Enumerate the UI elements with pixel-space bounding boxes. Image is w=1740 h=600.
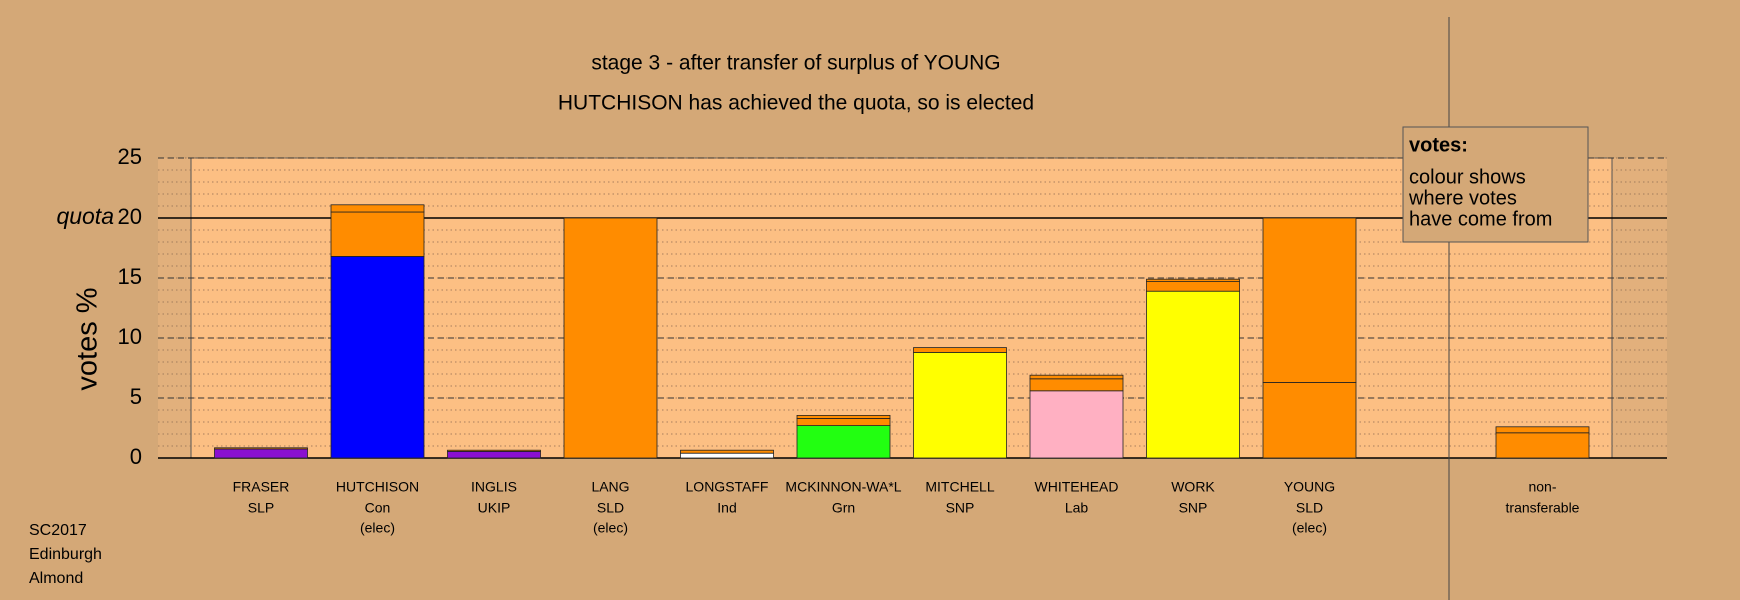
y-tick-label: 20: [118, 204, 142, 229]
x-tick-label: MCKINNON-WA*L: [785, 479, 901, 495]
x-tick-label: INGLIS: [471, 479, 517, 495]
legend-text: where votes: [1408, 187, 1517, 209]
bar-segment: [1495, 432, 1590, 459]
bar-segment: [214, 447, 308, 450]
party-label: UKIP: [478, 500, 511, 516]
x-tick-label: LONGSTAFF: [686, 479, 769, 495]
bar-segment: [563, 217, 658, 459]
bar-segment: [1029, 374, 1124, 380]
party-label: SNP: [946, 500, 975, 516]
legend-text: colour shows: [1409, 166, 1526, 188]
bar-segment: [1146, 290, 1240, 459]
x-tick-label: MITCHELL: [925, 479, 994, 495]
y-axis-label: votes %: [72, 287, 104, 390]
bar-segment: [330, 204, 425, 213]
x-tick-label: WHITEHEAD: [1035, 479, 1119, 495]
bar-segment: [796, 414, 891, 419]
bar-segment: [214, 448, 308, 459]
bar-segment: [680, 449, 774, 454]
party-label: SLD: [1296, 500, 1323, 516]
x-tick-label: WORK: [1171, 479, 1215, 495]
chart-title: stage 3 - after transfer of surplus of Y…: [591, 52, 1000, 75]
note-label: (elec): [593, 520, 628, 536]
x-tick-label: non-: [1528, 479, 1556, 495]
y-tick-label: 15: [118, 264, 142, 289]
plot-panel: [190, 157, 1613, 459]
y-tick-label: 10: [118, 324, 142, 349]
y-tick-label: 25: [118, 144, 142, 169]
footnote: Edinburgh: [29, 546, 102, 563]
bar-segment: [1262, 381, 1357, 459]
bar-segment: [1029, 390, 1124, 459]
quota-label: quota: [56, 203, 114, 229]
bar-segment: [1495, 426, 1590, 434]
legend-title: votes:: [1409, 134, 1468, 156]
bar-segment: [1029, 378, 1124, 392]
party-label: SLP: [248, 500, 274, 516]
legend-text: have come from: [1409, 208, 1552, 230]
footnote: Almond: [29, 570, 83, 587]
bar-segment: [1262, 217, 1357, 383]
x-tick-label: HUTCHISON: [336, 479, 419, 495]
bar-segment: [1146, 278, 1240, 283]
bar-segment: [447, 450, 541, 459]
bar-segment: [330, 211, 425, 257]
bar-segment: [913, 347, 1007, 353]
party-label: SNP: [1179, 500, 1208, 516]
party-label: SLD: [597, 500, 624, 516]
party-label: Lab: [1065, 500, 1089, 516]
x-tick-label: LANG: [591, 479, 629, 495]
bar-segment: [330, 255, 425, 459]
party-label: Con: [365, 500, 391, 516]
x-tick-label: YOUNG: [1284, 479, 1335, 495]
bar-segment: [796, 417, 891, 426]
party-label: Ind: [717, 500, 736, 516]
bar-segment: [680, 452, 774, 459]
note-label: (elec): [360, 520, 395, 536]
party-label: transferable: [1506, 500, 1580, 516]
y-tick-label: 5: [130, 384, 142, 409]
bar-segment: [447, 449, 541, 452]
x-tick-label: FRASER: [233, 479, 290, 495]
note-label: (elec): [1292, 520, 1327, 536]
legend-box: [1402, 126, 1589, 243]
y-tick-label: 0: [130, 444, 142, 469]
footnote: SC2017: [29, 522, 87, 539]
chart-subtitle: HUTCHISON has achieved the quota, so is …: [558, 92, 1034, 115]
bar-segment: [913, 351, 1007, 459]
bar-segment: [1146, 281, 1240, 292]
party-label: Grn: [832, 500, 855, 516]
bar-segment: [796, 425, 891, 459]
